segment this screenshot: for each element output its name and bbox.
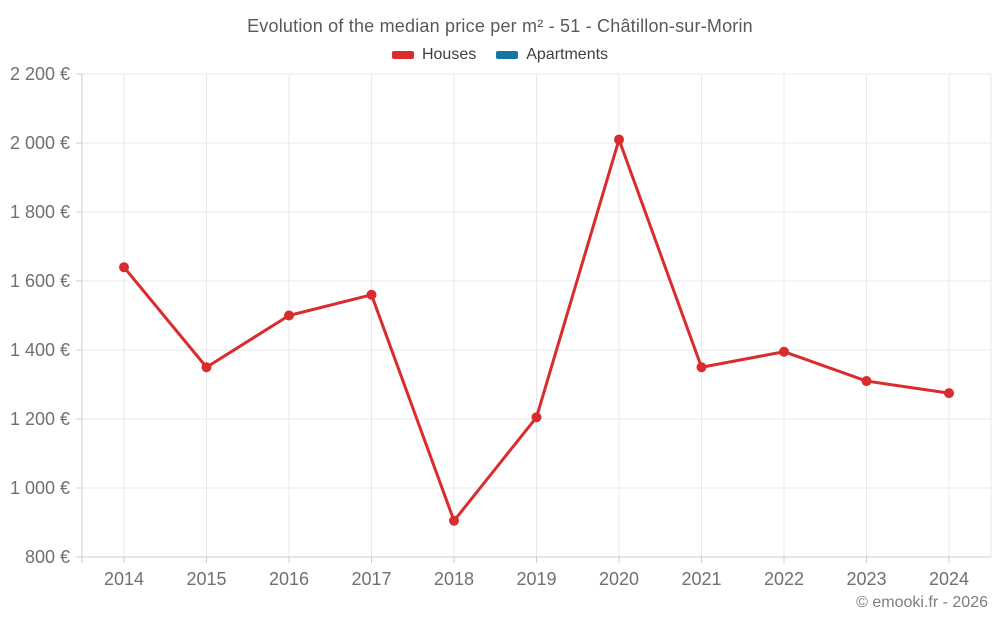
x-axis-tick-label: 2023 [846, 569, 886, 589]
y-axis-tick-label: 1 800 € [10, 202, 70, 222]
copyright-watermark: © emooki.fr - 2026 [856, 594, 988, 611]
data-point-houses-2021[interactable] [696, 362, 707, 373]
data-point-houses-2015[interactable] [201, 362, 212, 373]
x-axis-tick-label: 2018 [434, 569, 474, 589]
x-axis-tick-label: 2017 [351, 569, 391, 589]
x-axis-tick-label: 2024 [929, 569, 969, 589]
y-axis-tick-label: 1 000 € [10, 478, 70, 498]
y-axis-tick-label: 2 000 € [10, 133, 70, 153]
legend-item-houses[interactable]: Houses [391, 46, 477, 64]
data-point-houses-2019[interactable] [531, 412, 542, 423]
y-axis-tick-label: 800 € [25, 547, 70, 567]
y-axis-tick-label: 1 400 € [10, 340, 70, 360]
legend-label-houses: Houses [421, 46, 477, 63]
chart-title: Evolution of the median price per m² - 5… [247, 16, 753, 36]
apartments-series-swatch-icon [496, 51, 519, 59]
x-axis-tick-label: 2019 [516, 569, 556, 589]
legend-item-apartments[interactable]: Apartments [496, 46, 608, 64]
data-point-houses-2018[interactable] [449, 515, 459, 526]
y-axis-tick-label: 1 200 € [10, 409, 70, 429]
x-axis-tick-label: 2014 [104, 569, 144, 589]
x-axis-tick-label: 2016 [269, 569, 309, 589]
x-axis-tick-label: 2020 [599, 569, 639, 589]
data-point-houses-2014[interactable] [119, 262, 129, 273]
chart-legend: Houses Apartments [0, 46, 1000, 64]
houses-series-swatch-icon [391, 51, 414, 59]
y-axis-tick-label: 1 600 € [10, 271, 70, 291]
y-axis-tick-label: 2 200 € [10, 64, 70, 84]
x-axis-tick-label: 2015 [186, 569, 226, 589]
legend-label-apartments: Apartments [526, 46, 609, 63]
data-point-houses-2023[interactable] [861, 376, 872, 387]
data-point-houses-2024[interactable] [944, 388, 954, 399]
data-point-houses-2016[interactable] [284, 310, 294, 321]
x-axis-tick-label: 2021 [681, 569, 721, 589]
data-point-houses-2020[interactable] [614, 134, 624, 145]
data-point-houses-2022[interactable] [779, 346, 789, 357]
x-axis-tick-label: 2022 [764, 569, 804, 589]
data-point-houses-2017[interactable] [366, 289, 377, 300]
